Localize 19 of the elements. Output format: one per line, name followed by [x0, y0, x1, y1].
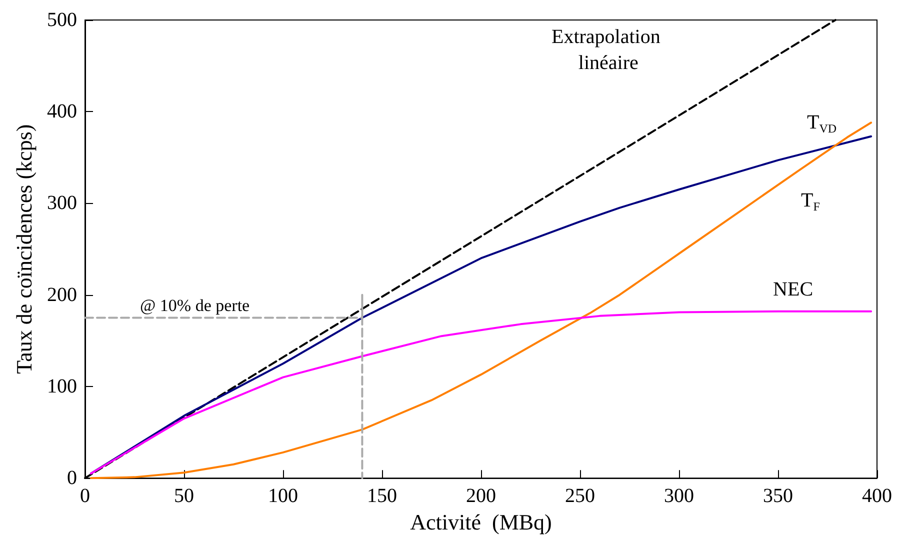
x-tick-label: 100 — [268, 485, 298, 508]
x-axis-title: Activité (MBq) — [410, 510, 552, 534]
x-tick-label: 250 — [565, 485, 595, 508]
x-tick-label: 50 — [174, 485, 194, 508]
annotation: @ 10% de perte — [140, 296, 250, 315]
y-tick-label: 300 — [47, 192, 77, 214]
y-axis-title: Taux de coïncidences (kcps) — [12, 124, 36, 374]
y-tick-label: 500 — [47, 9, 77, 31]
y-tick-label: 100 — [47, 375, 77, 398]
y-tick-label: 0 — [67, 467, 77, 490]
x-tick-label: 400 — [862, 485, 892, 508]
series-label: NEC — [773, 278, 814, 300]
y-tick-label: 200 — [47, 284, 77, 306]
x-tick-label: 150 — [367, 485, 397, 508]
x-tick-label: 350 — [763, 485, 793, 508]
x-tick-label: 300 — [664, 485, 694, 508]
y-tick-label: 400 — [47, 100, 77, 123]
x-tick-label: 200 — [466, 485, 496, 508]
text: Extrapolation linéaire — [551, 26, 666, 74]
